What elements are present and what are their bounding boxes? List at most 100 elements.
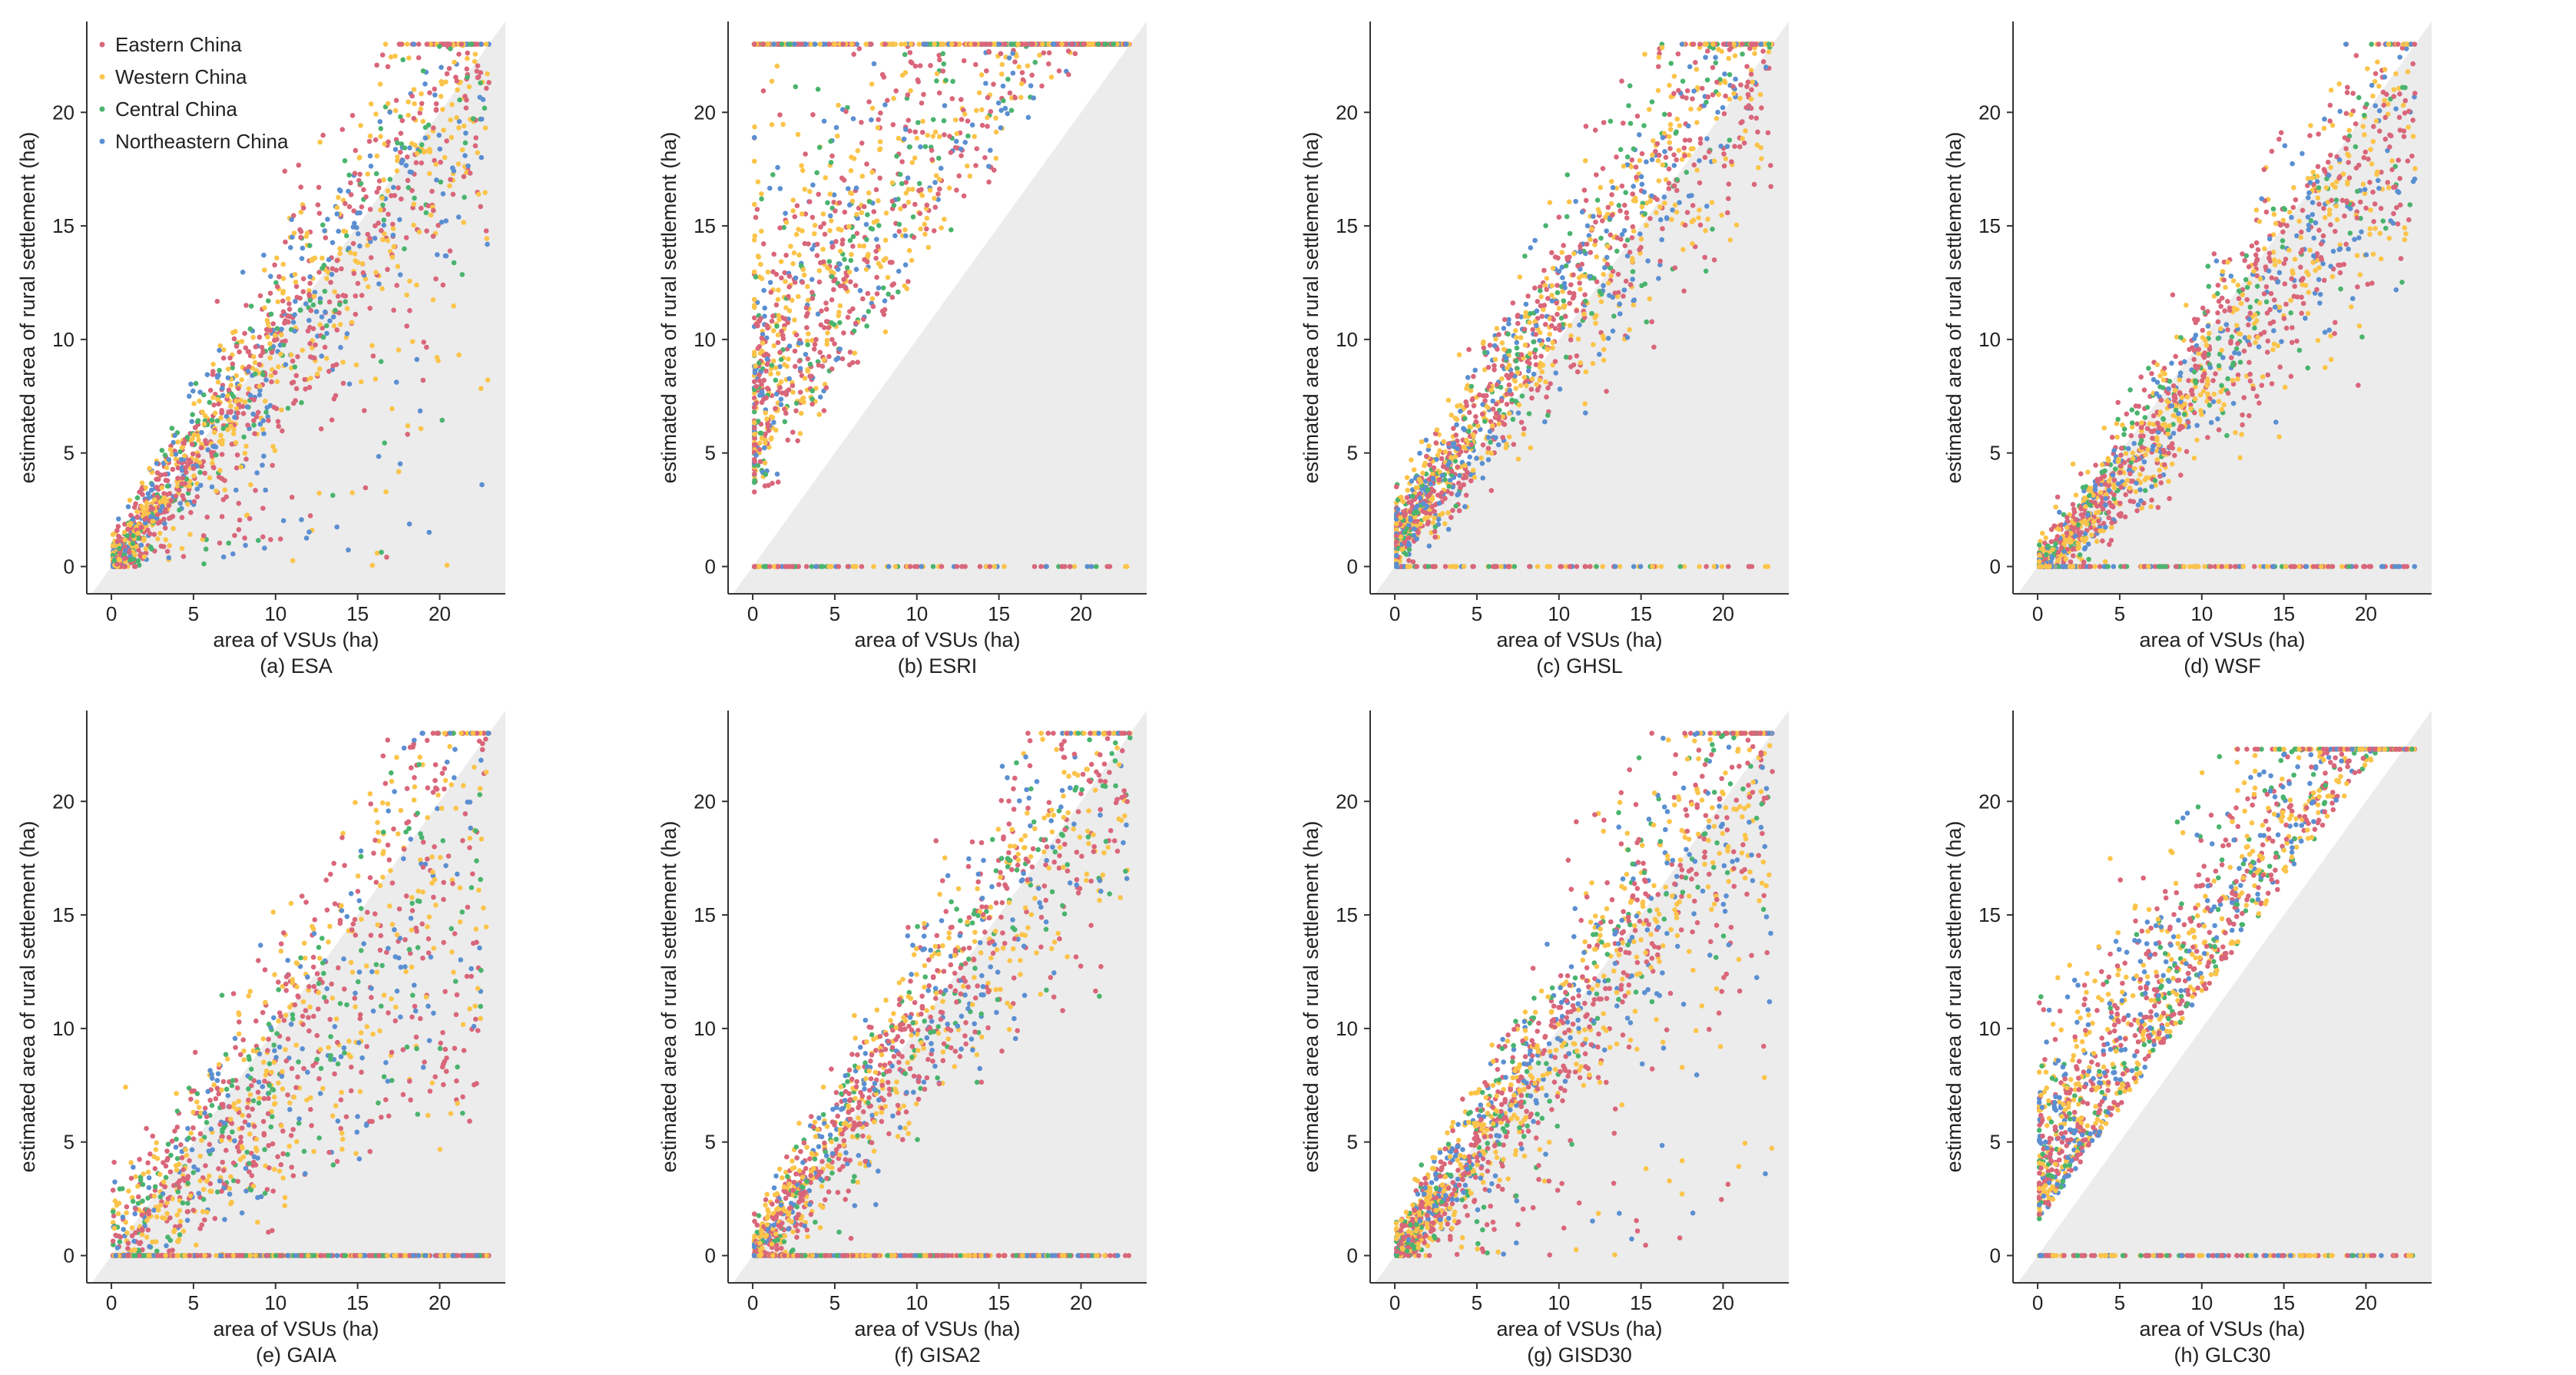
scatter-point — [1657, 258, 1663, 264]
scatter-point — [816, 144, 823, 151]
scatter-point — [1010, 51, 1015, 56]
scatter-point — [363, 485, 369, 491]
scatter-point — [1656, 55, 1662, 60]
scatter-point — [377, 119, 383, 124]
scatter-point — [752, 431, 757, 437]
scatter-point — [910, 214, 916, 220]
scatter-point — [866, 190, 872, 196]
scatter-point — [940, 51, 945, 57]
scatter-point — [302, 376, 308, 383]
scatter-point — [1647, 107, 1652, 112]
scatter-point — [317, 322, 323, 328]
scatter-point — [778, 259, 784, 264]
scatter-point — [340, 359, 346, 365]
scatter-point — [2253, 252, 2259, 258]
scatter-point — [1581, 187, 1588, 193]
scatter-point — [1498, 398, 1505, 403]
scatter-point — [1425, 493, 1431, 499]
scatter-point — [902, 262, 909, 268]
scatter-point — [1417, 450, 1422, 456]
scatter-point — [1582, 157, 1588, 164]
scatter-point — [1645, 258, 1651, 264]
scatter-point — [1655, 88, 1661, 94]
scatter-point — [257, 383, 263, 389]
scatter-point — [803, 352, 809, 357]
scatter-point — [1720, 41, 1727, 47]
scatter-point — [932, 41, 937, 47]
scatter-point — [1641, 189, 1647, 195]
scatter-point — [814, 170, 819, 176]
scatter-point — [876, 117, 881, 122]
scatter-point — [1473, 419, 1478, 425]
scatter-point — [1422, 516, 1428, 522]
scatter-point — [1029, 72, 1035, 78]
scatter-point — [139, 486, 144, 492]
scatter-point — [214, 374, 220, 380]
scatter-point — [918, 226, 923, 232]
scatter-point — [1551, 316, 1557, 323]
scatter-point — [1527, 351, 1533, 356]
scatter-point — [1525, 368, 1531, 374]
scatter-point — [313, 342, 318, 348]
scatter-point — [847, 350, 853, 355]
scatter-point — [1631, 146, 1637, 152]
scatter-point — [976, 90, 982, 96]
scatter-point — [145, 527, 151, 533]
scatter-point — [1748, 114, 1754, 120]
scatter-point — [231, 426, 237, 432]
scatter-point — [849, 252, 854, 257]
scatter-point — [1552, 359, 1558, 364]
scatter-point — [191, 432, 197, 438]
scatter-point — [842, 257, 847, 263]
scatter-point — [306, 293, 313, 300]
scatter-point — [962, 140, 968, 145]
scatter-point — [1559, 250, 1564, 255]
scatter-point — [426, 529, 432, 535]
scatter-point — [1425, 521, 1431, 527]
scatter-point — [1726, 564, 1731, 569]
scatter-point — [268, 373, 274, 379]
scatter-point — [226, 387, 232, 393]
scatter-point — [1649, 319, 1654, 325]
scatter-point — [267, 341, 273, 346]
scatter-point — [346, 245, 352, 251]
scatter-point — [1661, 111, 1667, 118]
scatter-point — [334, 204, 340, 210]
scatter-point — [1528, 310, 1533, 316]
scatter-point — [1439, 472, 1445, 479]
scatter-point — [270, 443, 276, 449]
scatter-point — [782, 406, 787, 412]
scatter-point — [1697, 141, 1704, 146]
scatter-point — [162, 472, 168, 477]
scatter-point — [299, 256, 305, 261]
scatter-point — [1534, 308, 1540, 314]
scatter-point — [1431, 465, 1437, 471]
scatter-point — [1713, 115, 1720, 121]
scatter-point — [785, 437, 790, 443]
scatter-point — [845, 314, 851, 320]
scatter-point — [147, 531, 153, 537]
scatter-point — [1601, 283, 1606, 289]
scatter-point — [1545, 346, 1551, 353]
scatter-point — [824, 337, 830, 343]
scatter-point — [204, 514, 210, 520]
scatter-point — [962, 111, 968, 117]
scatter-point — [1469, 397, 1475, 403]
scatter-point — [409, 339, 416, 345]
scatter-point — [300, 289, 306, 295]
scatter-point — [416, 229, 422, 235]
scatter-point — [1485, 405, 1491, 410]
scatter-point — [840, 283, 846, 289]
scatter-point — [472, 143, 478, 149]
scatter-point — [171, 439, 176, 446]
scatter-point — [258, 353, 263, 359]
scatter-point — [832, 341, 837, 346]
scatter-point — [1562, 285, 1568, 290]
scatter-point — [246, 386, 252, 392]
scatter-point — [378, 134, 383, 139]
scatter-point — [891, 95, 896, 101]
scatter-point — [1065, 48, 1071, 54]
scatter-point — [1010, 70, 1016, 76]
scatter-point — [1439, 511, 1445, 516]
